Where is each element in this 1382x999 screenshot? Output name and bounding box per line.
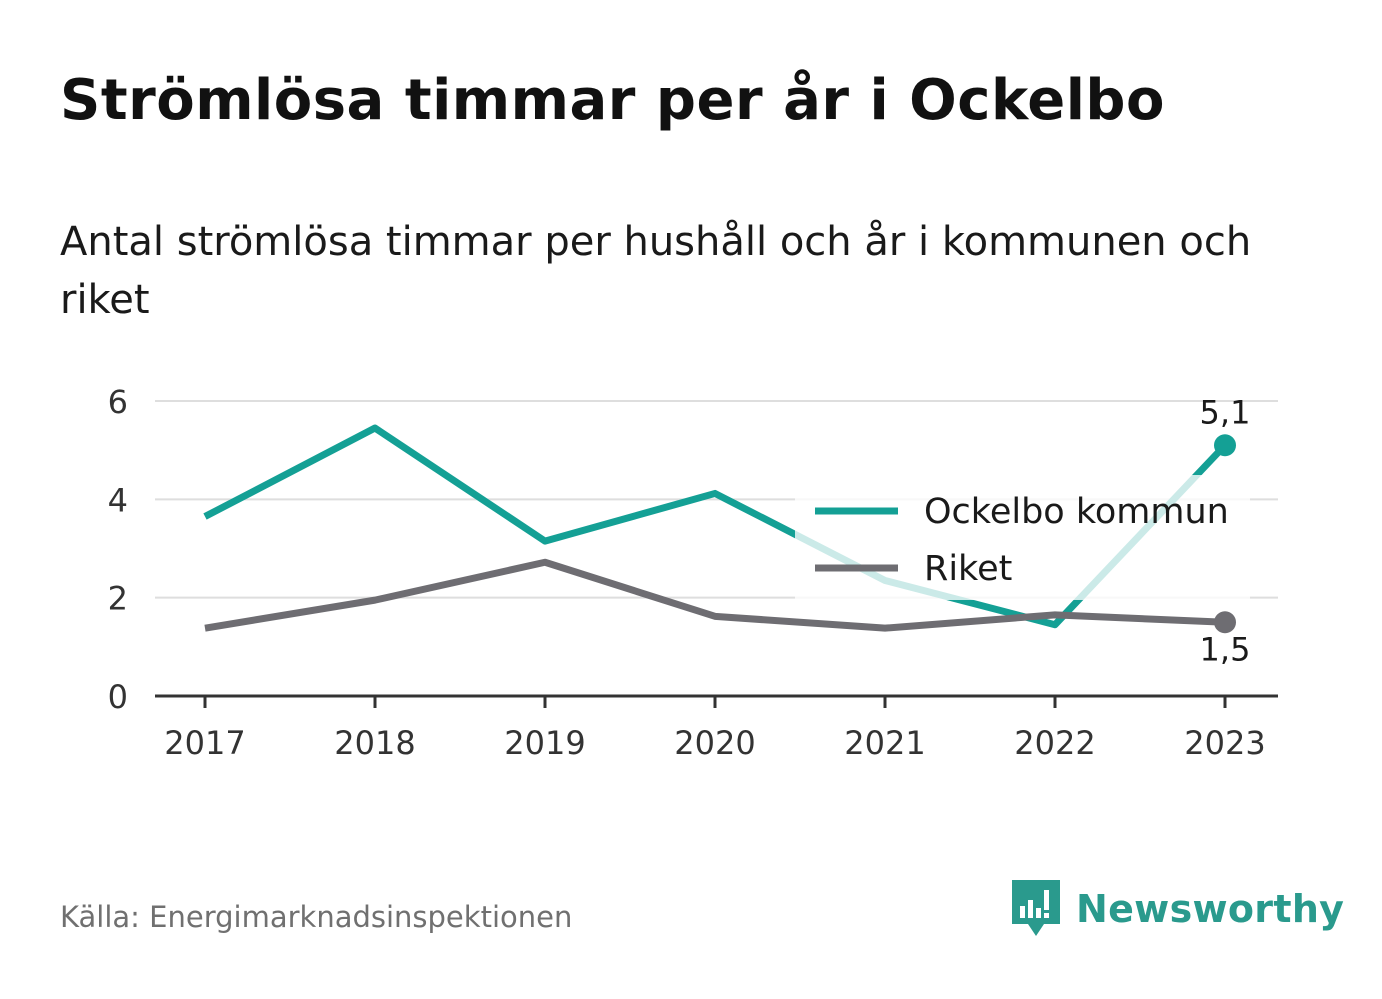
x-tick-label: 2023 (1184, 724, 1265, 762)
end-value-label: 5,1 (1200, 393, 1251, 431)
x-tick-label: 2019 (504, 724, 585, 762)
y-tick-label: 4 (108, 481, 128, 519)
x-tick-label: 2018 (334, 724, 415, 762)
series-lines (203, 424, 1228, 632)
end-point (1214, 434, 1236, 457)
x-tick-label: 2021 (844, 724, 925, 762)
y-tick-label: 6 (108, 383, 128, 421)
end-value-label: 1,5 (1200, 630, 1251, 668)
legend: Ockelbo kommun Riket (795, 475, 1250, 600)
end-points: 5,1 1,5 (1200, 393, 1251, 668)
x-tick-label: 2017 (164, 724, 245, 762)
end-point (1214, 611, 1236, 634)
series-line (204, 558, 1226, 632)
chart-title: Strömlösa timmar per år i Ockelbo (60, 68, 1165, 133)
brand-name: Newsworthy (1076, 887, 1345, 931)
legend-background (795, 475, 1250, 600)
x-tick-label: 2022 (1014, 724, 1095, 762)
brand-logo: Newsworthy (1010, 878, 1344, 940)
x-tick-label: 2020 (674, 724, 755, 762)
source-note: Källa: Energimarknadsinspektionen (60, 900, 573, 934)
legend-label: Riket (924, 549, 1012, 589)
newsworthy-logo-icon (1012, 880, 1060, 936)
legend-label: Ockelbo kommun (924, 492, 1229, 532)
y-tick-label: 0 (108, 678, 128, 716)
y-tick-label: 2 (108, 580, 128, 618)
chart-subtitle: Antal strömlösa timmar per hushåll och å… (60, 219, 1252, 323)
series-line (203, 424, 1228, 629)
x-axis: 2017 2018 2019 2020 2021 2022 2023 (155, 694, 1278, 762)
y-axis-ticks: 0 2 4 6 (108, 383, 128, 716)
